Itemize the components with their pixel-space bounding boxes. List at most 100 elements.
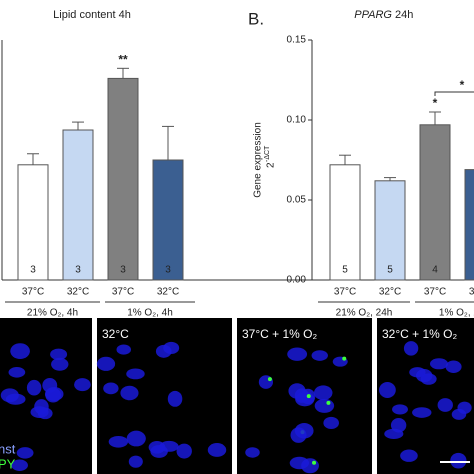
nucleus bbox=[116, 344, 131, 355]
nucleus bbox=[314, 398, 335, 413]
nucleus bbox=[176, 443, 192, 459]
nucleus bbox=[400, 449, 418, 462]
nucleus bbox=[108, 435, 129, 448]
nucleus bbox=[412, 407, 432, 418]
significance: ** bbox=[118, 52, 128, 66]
panel-label: 37°C + 1% O₂ bbox=[242, 327, 318, 341]
bar bbox=[419, 124, 451, 281]
nucleus bbox=[207, 443, 227, 457]
x-tick-label: 37°C bbox=[22, 287, 44, 298]
nucleus bbox=[51, 357, 69, 371]
lipid-spot bbox=[326, 400, 331, 405]
lipid-spot bbox=[267, 377, 272, 382]
nucleus bbox=[128, 455, 143, 468]
y-tick-label: 0.10 bbox=[287, 115, 307, 126]
y-tick-label: 0.00 bbox=[287, 275, 307, 286]
nucleus bbox=[313, 385, 333, 401]
lipid-spot bbox=[312, 460, 317, 465]
x-tick-label: 37°C bbox=[424, 287, 446, 298]
y-tick-label: 0.05 bbox=[287, 195, 307, 206]
lipid-spot bbox=[306, 394, 311, 399]
nucleus bbox=[323, 416, 339, 430]
group-label: 21% O₂, 24h bbox=[336, 308, 393, 319]
bar bbox=[107, 77, 139, 281]
nucleus bbox=[10, 343, 30, 360]
chart-title: Lipid content 4h bbox=[53, 9, 131, 21]
panel-letter: B. bbox=[248, 9, 264, 28]
group-label: 1% O₂, 4h bbox=[127, 308, 173, 319]
n-label: 5 bbox=[387, 265, 393, 276]
nucleus bbox=[301, 458, 319, 474]
bar bbox=[374, 180, 406, 281]
n-label: 5 bbox=[342, 265, 348, 276]
nucleus bbox=[16, 447, 34, 459]
n-label: 3 bbox=[165, 265, 171, 276]
nucleus bbox=[155, 344, 172, 358]
y-axis-label: Gene expression bbox=[253, 122, 264, 198]
nucleus bbox=[451, 408, 467, 420]
x-tick-label: 32°C bbox=[379, 287, 401, 298]
group-label: 21% O₂, 4h bbox=[27, 308, 78, 319]
nucleus bbox=[311, 350, 328, 361]
nucleus bbox=[26, 379, 42, 396]
nucleus bbox=[103, 382, 119, 395]
nucleus bbox=[384, 428, 404, 439]
panel-label: 32°C bbox=[102, 327, 129, 341]
nucleus bbox=[120, 385, 139, 401]
bar bbox=[464, 169, 474, 281]
stain-label: PY bbox=[0, 456, 16, 471]
nucleus bbox=[44, 387, 64, 401]
nucleus bbox=[403, 341, 419, 356]
bracket-label: * bbox=[460, 78, 465, 92]
nucleus bbox=[429, 358, 449, 370]
x-tick-label: 37°C bbox=[334, 287, 356, 298]
n-label: 3 bbox=[75, 265, 81, 276]
nucleus bbox=[450, 452, 467, 469]
n-label: 3 bbox=[30, 265, 36, 276]
panel-label: 32°C + 1% O₂ bbox=[382, 327, 458, 341]
bar bbox=[62, 129, 94, 281]
nucleus bbox=[445, 360, 462, 374]
bar bbox=[329, 164, 361, 281]
nucleus bbox=[378, 382, 396, 398]
nucleus bbox=[50, 348, 68, 361]
gene-title: PPARG bbox=[354, 9, 392, 21]
nucleus bbox=[437, 398, 453, 412]
nucleus bbox=[74, 378, 91, 392]
y-axis-label-base: 2 bbox=[266, 162, 277, 168]
nucleus bbox=[245, 447, 260, 458]
nucleus bbox=[159, 440, 179, 452]
significance: * bbox=[433, 96, 438, 110]
nucleus bbox=[409, 367, 426, 378]
nucleus bbox=[167, 390, 183, 407]
nucleus bbox=[96, 356, 116, 371]
nucleus bbox=[126, 368, 145, 380]
time-title: 24h bbox=[395, 9, 413, 21]
n-label: 3 bbox=[120, 265, 126, 276]
nucleus bbox=[287, 347, 308, 361]
group-label: 1% O₂, 24h bbox=[439, 308, 474, 319]
micro-panel bbox=[377, 318, 474, 474]
nucleus bbox=[294, 422, 314, 439]
stain-label: nst bbox=[0, 441, 16, 456]
nucleus bbox=[420, 373, 437, 385]
n-label: 4 bbox=[432, 265, 438, 276]
y-tick-label: 0.15 bbox=[287, 35, 307, 46]
nucleus bbox=[392, 404, 408, 415]
nucleus bbox=[30, 406, 49, 418]
x-tick-label: 32°C bbox=[67, 287, 89, 298]
nuclei bbox=[0, 341, 472, 474]
nucleus bbox=[11, 459, 28, 471]
x-tick-label: 32°C bbox=[157, 287, 179, 298]
nucleus bbox=[8, 367, 26, 378]
nucleus bbox=[126, 430, 146, 447]
bracket bbox=[434, 91, 474, 96]
x-tick-label: 32°C bbox=[469, 287, 474, 298]
nucleus bbox=[0, 388, 19, 403]
nucleus bbox=[258, 375, 274, 389]
bar bbox=[17, 164, 49, 281]
lipid-spot bbox=[342, 356, 347, 361]
nucleus bbox=[295, 392, 315, 407]
x-tick-label: 37°C bbox=[112, 287, 134, 298]
